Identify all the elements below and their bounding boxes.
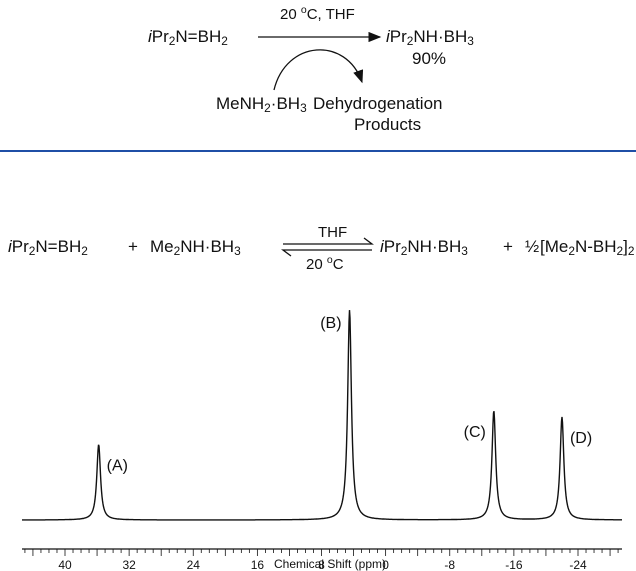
- equation-coefficient: ½: [525, 237, 540, 256]
- equation-product1: iPr2NH·BH3: [380, 237, 468, 258]
- x-tick-label: -16: [505, 558, 523, 571]
- x-tick-label: 32: [122, 558, 136, 571]
- x-axis: 40 32 24 16 8 0 -8 -16 -24: [22, 548, 622, 571]
- equation-arrow-top: THF: [318, 224, 348, 241]
- nmr-spectrum: 40 32 24 16 8 0 -8 -16 -24 (A) (B) (C) (D) Chemical…: [22, 310, 622, 571]
- peak-label: (C): [464, 424, 486, 441]
- x-tick-label: 16: [251, 558, 265, 571]
- equation-reactant2: Me2NH·BH3: [150, 237, 241, 258]
- equilibrium-arrows: [281, 237, 374, 257]
- x-tick-label: -8: [444, 558, 455, 571]
- equation-plus1: +: [128, 237, 138, 256]
- top-byproduct-line2: Products: [354, 115, 422, 134]
- top-coreactant: MeNH2·BH3: [216, 94, 307, 115]
- x-tick-label: -24: [569, 558, 587, 571]
- x-tick-label: 40: [58, 558, 72, 571]
- peak-label: (A): [107, 457, 128, 474]
- peak-labels: (A) (B) (C) (D): [107, 315, 593, 474]
- top-scheme-arrows: [258, 31, 382, 91]
- equation-plus2: +: [503, 237, 513, 256]
- x-tick-label: 8: [318, 558, 325, 571]
- top-byproduct-line1: Dehydrogenation: [313, 94, 443, 113]
- equation-reactant1: iPr2N=BH2: [8, 237, 88, 258]
- x-axis-title: Chemical Shift (ppm): [274, 557, 386, 571]
- equation-product2: [Me2N-BH2]2: [540, 237, 635, 258]
- peak-label: (B): [320, 315, 341, 332]
- equation-arrow-bottom: 20 oC: [306, 254, 344, 273]
- top-conditions: 20 oC, THF: [280, 4, 355, 23]
- top-product: iPr2NH·BH3: [386, 27, 474, 48]
- peak-label: (D): [570, 430, 592, 447]
- x-tick-label: 0: [382, 558, 389, 571]
- top-yield: 90%: [412, 49, 447, 68]
- spectrum-trace: [22, 310, 622, 521]
- top-reactant: iPr2N=BH2: [148, 27, 228, 48]
- section-divider: [0, 150, 636, 152]
- x-tick-label: 24: [187, 558, 201, 571]
